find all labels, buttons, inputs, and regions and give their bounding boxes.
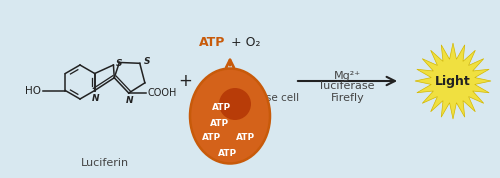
Text: S: S: [144, 57, 150, 66]
Text: Firefly: Firefly: [330, 93, 364, 103]
Polygon shape: [415, 43, 491, 119]
Circle shape: [219, 88, 251, 120]
Text: ATP: ATP: [236, 134, 256, 143]
Text: Luciferin: Luciferin: [81, 158, 129, 168]
Text: HO: HO: [25, 85, 41, 96]
Text: ATP: ATP: [210, 119, 230, 129]
Text: ATP: ATP: [212, 103, 232, 112]
Text: Light: Light: [435, 75, 471, 88]
Text: N: N: [92, 94, 100, 103]
Text: + O₂: + O₂: [227, 35, 260, 48]
Text: luciferase: luciferase: [320, 81, 375, 91]
Text: ATP: ATP: [198, 35, 225, 48]
Text: Mg²⁺: Mg²⁺: [334, 71, 361, 81]
Text: N: N: [126, 96, 134, 104]
Text: ATP: ATP: [218, 150, 238, 158]
Ellipse shape: [190, 69, 270, 164]
Text: S: S: [116, 59, 122, 67]
Text: COOH: COOH: [148, 88, 177, 98]
Text: ATP: ATP: [202, 134, 222, 143]
Text: Lyse cell: Lyse cell: [255, 93, 299, 103]
Text: +: +: [178, 72, 192, 90]
